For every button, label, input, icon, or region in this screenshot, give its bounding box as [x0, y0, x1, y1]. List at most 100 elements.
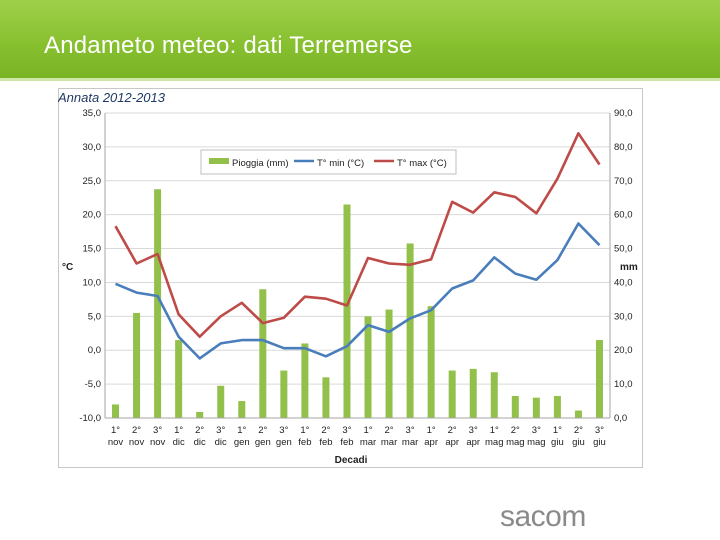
y-right-tick-label: 40,0	[614, 277, 633, 288]
rain-bar	[406, 243, 414, 418]
tmax-series-line	[114, 131, 601, 338]
x-tick-month: nov	[150, 437, 166, 448]
x-tick-decade: 3°	[406, 425, 415, 436]
y-left-tick-label: 30,0	[83, 142, 102, 153]
rain-bar	[343, 204, 351, 418]
logo-text: sacom	[500, 500, 586, 533]
legend-tmax-label: T° max (°C)	[397, 158, 447, 169]
y-left-tick-label: -5,0	[85, 379, 101, 390]
y-left-tick-label: 10,0	[83, 277, 102, 288]
y-right-tick-label: 30,0	[614, 311, 633, 322]
rain-bar	[595, 340, 603, 418]
rain-bar	[301, 343, 309, 418]
right-axis-unit: mm	[620, 262, 638, 273]
x-tick-month: mar	[381, 437, 397, 448]
x-tick-month: apr	[445, 437, 459, 448]
x-tick-decade: 2°	[385, 425, 394, 436]
rain-bar	[196, 411, 204, 418]
line-layer	[114, 131, 601, 360]
x-tick-month: nov	[129, 437, 145, 448]
rain-bar	[574, 410, 582, 418]
y-right-tick-label: 20,0	[614, 345, 633, 356]
y-right-tick-label: 60,0	[614, 210, 633, 221]
rain-bar	[280, 370, 288, 418]
rain-bar	[238, 401, 246, 418]
x-tick-month: dic	[173, 437, 185, 448]
rain-bar	[385, 309, 393, 418]
x-tick-month: mar	[360, 437, 376, 448]
x-tick-decade: 1°	[237, 425, 246, 436]
rain-bar	[322, 377, 330, 418]
rain-bar	[427, 306, 435, 418]
x-tick-decade: 2°	[321, 425, 330, 436]
x-tick-decade: 1°	[174, 425, 183, 436]
legend-tmin-label: T° min (°C)	[317, 158, 364, 169]
x-tick-decade: 1°	[553, 425, 562, 436]
y-right-tick-label: 0,0	[614, 413, 627, 424]
x-tick-month: giu	[572, 437, 585, 448]
left-axis-unit: °C	[62, 262, 73, 273]
rain-bar	[511, 395, 519, 418]
x-tick-month: nov	[108, 437, 124, 448]
x-tick-month: giu	[593, 437, 606, 448]
x-tick-decade: 2°	[258, 425, 267, 436]
x-tick-decade: 2°	[574, 425, 583, 436]
x-tick-month: apr	[466, 437, 480, 448]
y-right-tick-label: 10,0	[614, 379, 633, 390]
x-tick-decade: 3°	[279, 425, 288, 436]
rain-bar	[448, 370, 456, 418]
y-left-tick-label: -10,0	[79, 413, 101, 424]
x-tick-month: gen	[234, 437, 250, 448]
y-left-tick-label: 25,0	[83, 176, 102, 187]
x-tick-month: mag	[506, 437, 524, 448]
rain-bar	[154, 189, 162, 418]
x-tick-decade: 3°	[342, 425, 351, 436]
banner-divider	[0, 78, 720, 81]
x-tick-decade: 1°	[490, 425, 499, 436]
legend: Pioggia (mm) T° min (°C) T° max (°C)	[200, 149, 457, 175]
x-tick-decade: 1°	[111, 425, 120, 436]
x-tick-decade: 1°	[427, 425, 436, 436]
x-tick-decade: 1°	[363, 425, 372, 436]
y-left-tick-label: 20,0	[83, 210, 102, 221]
x-tick-decade: 1°	[300, 425, 309, 436]
x-tick-month: gen	[255, 437, 271, 448]
y-right-tick-label: 90,0	[614, 108, 633, 119]
legend-rain-swatch	[209, 158, 229, 164]
axis-layer: 35,0 90,0 30,0 80,0 25,0 70,0 20,0 60,0 15,0 50,0…	[79, 108, 632, 448]
x-tick-decade: 2°	[132, 425, 141, 436]
x-tick-decade: 2°	[448, 425, 457, 436]
rain-bar	[490, 372, 498, 418]
x-tick-month: dic	[194, 437, 206, 448]
x-tick-decade: 3°	[595, 425, 604, 436]
x-tick-month: feb	[319, 437, 332, 448]
rain-bar	[259, 289, 267, 418]
x-tick-month: mag	[527, 437, 545, 448]
rain-bar	[364, 316, 372, 418]
rain-bar	[133, 312, 141, 418]
x-tick-month: mag	[485, 437, 503, 448]
x-tick-decade: 3°	[153, 425, 162, 436]
rain-bar	[112, 404, 120, 418]
x-tick-month: mar	[402, 437, 418, 448]
chart-subtitle: Annata 2012-2013	[58, 90, 166, 105]
x-tick-decade: 3°	[532, 425, 541, 436]
x-tick-month: giu	[551, 437, 564, 448]
y-right-tick-label: 70,0	[614, 176, 633, 187]
legend-box	[200, 149, 457, 175]
x-tick-month: gen	[276, 437, 292, 448]
rain-bar	[553, 395, 561, 418]
y-left-tick-label: 15,0	[83, 244, 102, 255]
x-tick-month: feb	[340, 437, 353, 448]
y-left-tick-label: 35,0	[83, 108, 102, 119]
legend-rain-label: Pioggia (mm)	[232, 158, 289, 169]
x-tick-month: dic	[215, 437, 227, 448]
rain-bar	[532, 397, 540, 418]
y-right-tick-label: 80,0	[614, 142, 633, 153]
x-tick-decade: 2°	[511, 425, 520, 436]
rain-bar	[469, 368, 477, 418]
y-left-tick-label: 5,0	[88, 311, 101, 322]
title-banner	[0, 0, 720, 78]
rain-bar	[217, 385, 225, 418]
sacom-logo: sacom	[500, 500, 586, 534]
